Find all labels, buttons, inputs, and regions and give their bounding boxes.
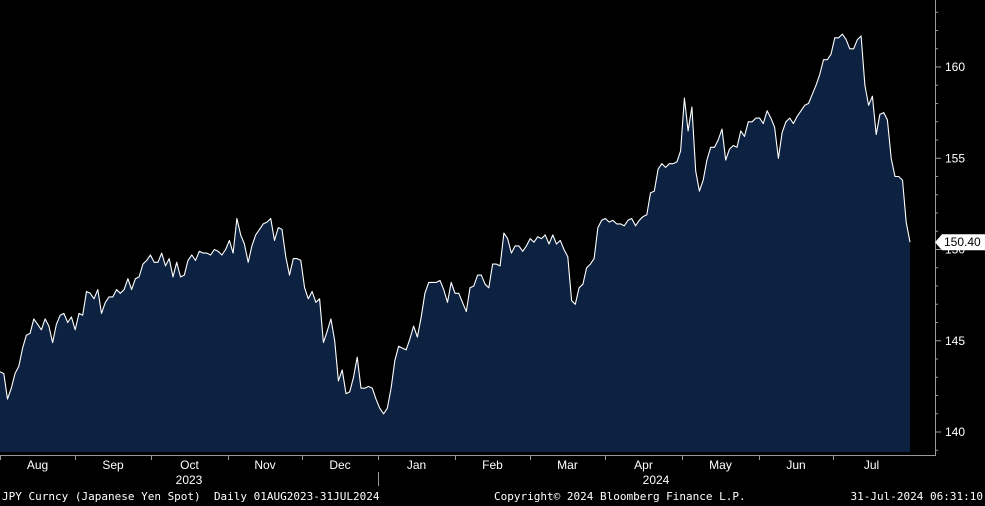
y-tick-label: 140 — [945, 425, 965, 439]
timestamp: 31-Jul-2024 06:31:10 — [850, 490, 983, 503]
x-month-label: Jul — [864, 458, 879, 472]
price-area — [0, 33, 911, 452]
copyright-text: Copyright© 2024 Bloomberg Finance L.P. — [494, 490, 746, 503]
x-month-label: Jan — [407, 458, 426, 472]
footer-left: JPY Curncy (Japanese Yen Spot) Daily 01A… — [2, 490, 380, 504]
x-month-label: May — [709, 458, 732, 472]
axes — [0, 0, 936, 456]
date-range: Daily 01AUG2023-31JUL2024 — [213, 490, 380, 503]
x-month-label: Apr — [634, 458, 653, 472]
series-line — [0, 33, 911, 415]
y-axis-ticks: 140145150155160 — [935, 11, 965, 451]
x-month-label: Oct — [180, 458, 199, 472]
last-value-box — [935, 234, 985, 251]
last-value-label: 150.40 — [935, 234, 985, 251]
x-month-label: Nov — [254, 458, 275, 472]
x-year-label: 2023 — [176, 473, 203, 487]
y-tick-label: 155 — [945, 151, 965, 165]
series-area-fill — [0, 34, 910, 452]
last-value-text: 150.40 — [944, 235, 981, 249]
price-chart: 140145150155160 AugSepOctNovDecJanFebMar… — [0, 0, 985, 487]
y-tick-label: 160 — [945, 60, 965, 74]
y-tick-label: 145 — [945, 334, 965, 348]
security-name: JPY Curncy (Japanese Yen Spot) — [2, 490, 201, 503]
x-axis-ticks: Aug Sep Oct Nov Dec Jan Feb Mar Apr May Jun Jul 2023… — [0, 456, 879, 487]
x-month-label: Sep — [102, 458, 124, 472]
x-month-label: Feb — [482, 458, 503, 472]
x-month-label: Aug — [27, 458, 48, 472]
x-month-label: Jun — [786, 458, 805, 472]
x-month-label: Mar — [557, 458, 578, 472]
x-month-label: Dec — [329, 458, 350, 472]
x-year-label: 2024 — [643, 473, 670, 487]
